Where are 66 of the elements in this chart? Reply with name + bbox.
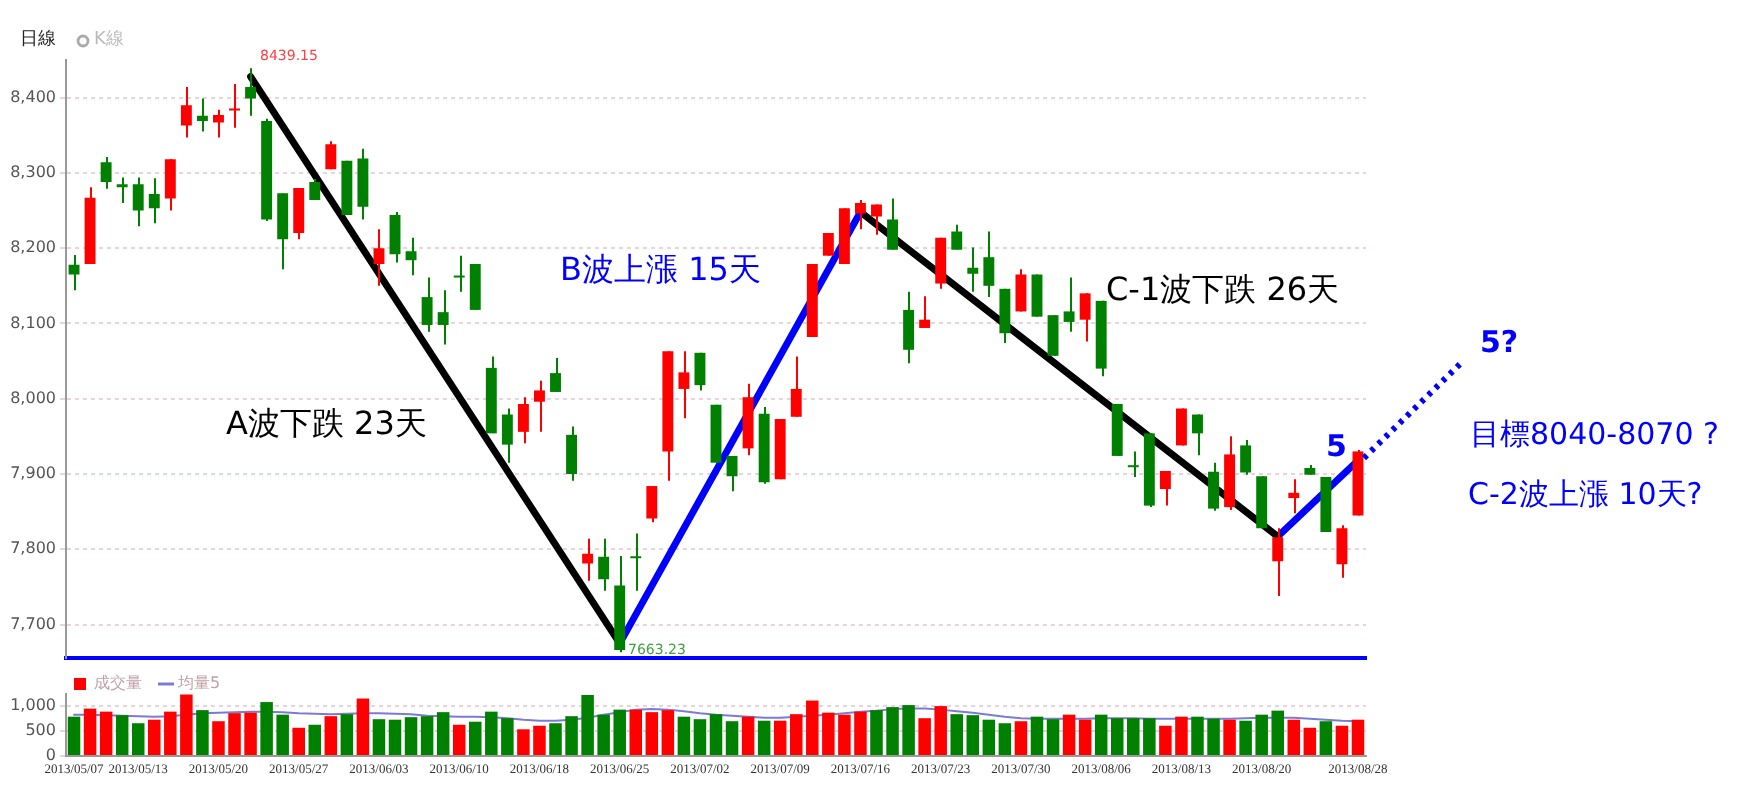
y-tick-label: 7,900 [10, 464, 56, 483]
bar [677, 716, 691, 755]
bar [629, 709, 643, 755]
bar [1319, 721, 1333, 755]
y-tick-label: 8,200 [10, 238, 56, 257]
bar [340, 714, 354, 755]
bar [1046, 719, 1060, 755]
y-tick-label: 1,000 [10, 695, 56, 714]
chart-subtitle: K線 [94, 30, 124, 50]
bar [966, 715, 980, 755]
bar [645, 712, 659, 755]
bar [950, 714, 963, 755]
chart-title: 日線 [20, 30, 56, 50]
bar [725, 721, 739, 755]
bar [1335, 725, 1349, 755]
bar [1030, 716, 1044, 755]
annotation: C-1波下跌 26天 [1106, 270, 1340, 308]
text: C-2波上漲 10天? [1468, 476, 1703, 512]
bar [83, 708, 97, 755]
y-tick-label: 8,400 [10, 87, 56, 106]
y-tick-label: 8,100 [10, 313, 56, 332]
bar [388, 719, 402, 755]
legend-label: 成交量 [94, 674, 142, 693]
bar [404, 717, 418, 755]
bar [757, 720, 771, 755]
text: 目標8040-8070 ? [1470, 416, 1719, 452]
bar [67, 716, 81, 755]
bar [356, 698, 370, 755]
y-tick-label: 8,300 [10, 163, 56, 182]
bar [115, 715, 129, 755]
bar [308, 724, 322, 755]
y-tick-label: 0 [45, 746, 56, 765]
bar [436, 712, 450, 755]
bar [372, 719, 386, 755]
bar [131, 723, 145, 755]
bar [982, 719, 996, 755]
bar [1110, 718, 1124, 755]
bar [292, 727, 305, 755]
bar [693, 719, 707, 755]
y-tick-label: 7,800 [10, 539, 56, 558]
y-tick-label: 8,000 [10, 388, 56, 407]
y-tick-label: 500 [25, 720, 56, 739]
bar [420, 716, 434, 755]
bar [709, 714, 723, 755]
bar [1014, 721, 1028, 755]
bar [773, 720, 787, 755]
bar [1078, 719, 1092, 755]
legend-label: 均量5 [176, 674, 221, 693]
bar [196, 710, 209, 755]
y-tick-label: 7,700 [10, 614, 56, 633]
bar [99, 711, 113, 755]
bar [1351, 719, 1365, 755]
bar [1223, 719, 1236, 755]
annotation: A波下跌 23天 [226, 404, 427, 442]
text: 5? [1480, 324, 1519, 360]
annotation: 5 [1326, 428, 1347, 464]
bar [998, 723, 1012, 755]
bar [452, 724, 466, 755]
bar [741, 716, 755, 755]
bar [324, 716, 338, 755]
bar [1062, 714, 1076, 755]
annotation: B波上漲 15天 [560, 250, 761, 288]
bar [1094, 714, 1108, 755]
bar [1303, 727, 1317, 755]
bar [1287, 719, 1301, 755]
bar [661, 710, 675, 755]
